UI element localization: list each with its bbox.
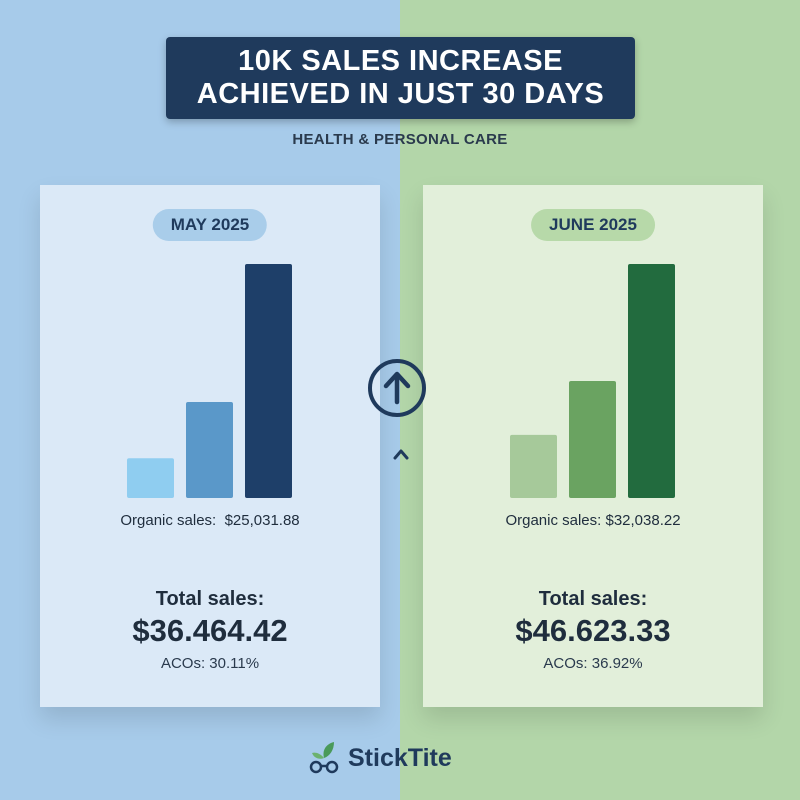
june-panel: JUNE 2025 Organic sales: $32,038.22 Tota…: [423, 185, 763, 707]
bar-3: [628, 264, 675, 498]
june-bar-chart: [510, 264, 675, 498]
up-arrow-circle-icon: [368, 359, 426, 417]
organic-sales: Organic sales: $32,038.22: [423, 512, 763, 529]
total-sales-label: Total sales:: [538, 588, 648, 610]
category-subtitle: HEALTH & PERSONAL CARE: [292, 131, 508, 148]
total-sales-label: Total sales:: [155, 588, 265, 610]
period-badge: MAY 2025: [152, 209, 268, 241]
bar-1: [510, 434, 557, 498]
total-sales-value: $36.464.42: [132, 613, 288, 648]
bar-1: [127, 458, 174, 498]
title-line-1: 10K SALES INCREASE: [238, 45, 563, 77]
period-badge: JUNE 2025: [531, 209, 655, 241]
brand-name: StickTite: [348, 743, 452, 772]
glasses-leaf-icon: [309, 742, 339, 774]
chevron-up-icon: [393, 449, 409, 460]
may-panel: MAY 2025 Organic sales: $25,031.88 Total…: [40, 185, 380, 707]
total-sales-value: $46.623.33: [515, 613, 671, 648]
may-bar-chart: [127, 264, 292, 498]
bar-2: [569, 381, 616, 498]
acos-value: ACOs: 30.11%: [160, 655, 260, 672]
bar-3: [245, 264, 292, 498]
acos-value: ACOs: 36.92%: [543, 655, 643, 672]
title-banner: 10K SALES INCREASE ACHIEVED IN JUST 30 D…: [166, 37, 635, 119]
organic-sales-label: Organic sales:: [120, 512, 217, 529]
organic-sales-label: Organic sales:: [505, 512, 602, 529]
brand-logo: StickTite: [306, 738, 452, 778]
title-line-2: ACHIEVED IN JUST 30 DAYS: [196, 78, 605, 110]
organic-sales-value: $25,031.88: [224, 512, 300, 529]
bar-2: [186, 402, 233, 498]
organic-sales: Organic sales: $25,031.88: [40, 512, 380, 529]
organic-sales-value: $32,038.22: [605, 512, 681, 529]
